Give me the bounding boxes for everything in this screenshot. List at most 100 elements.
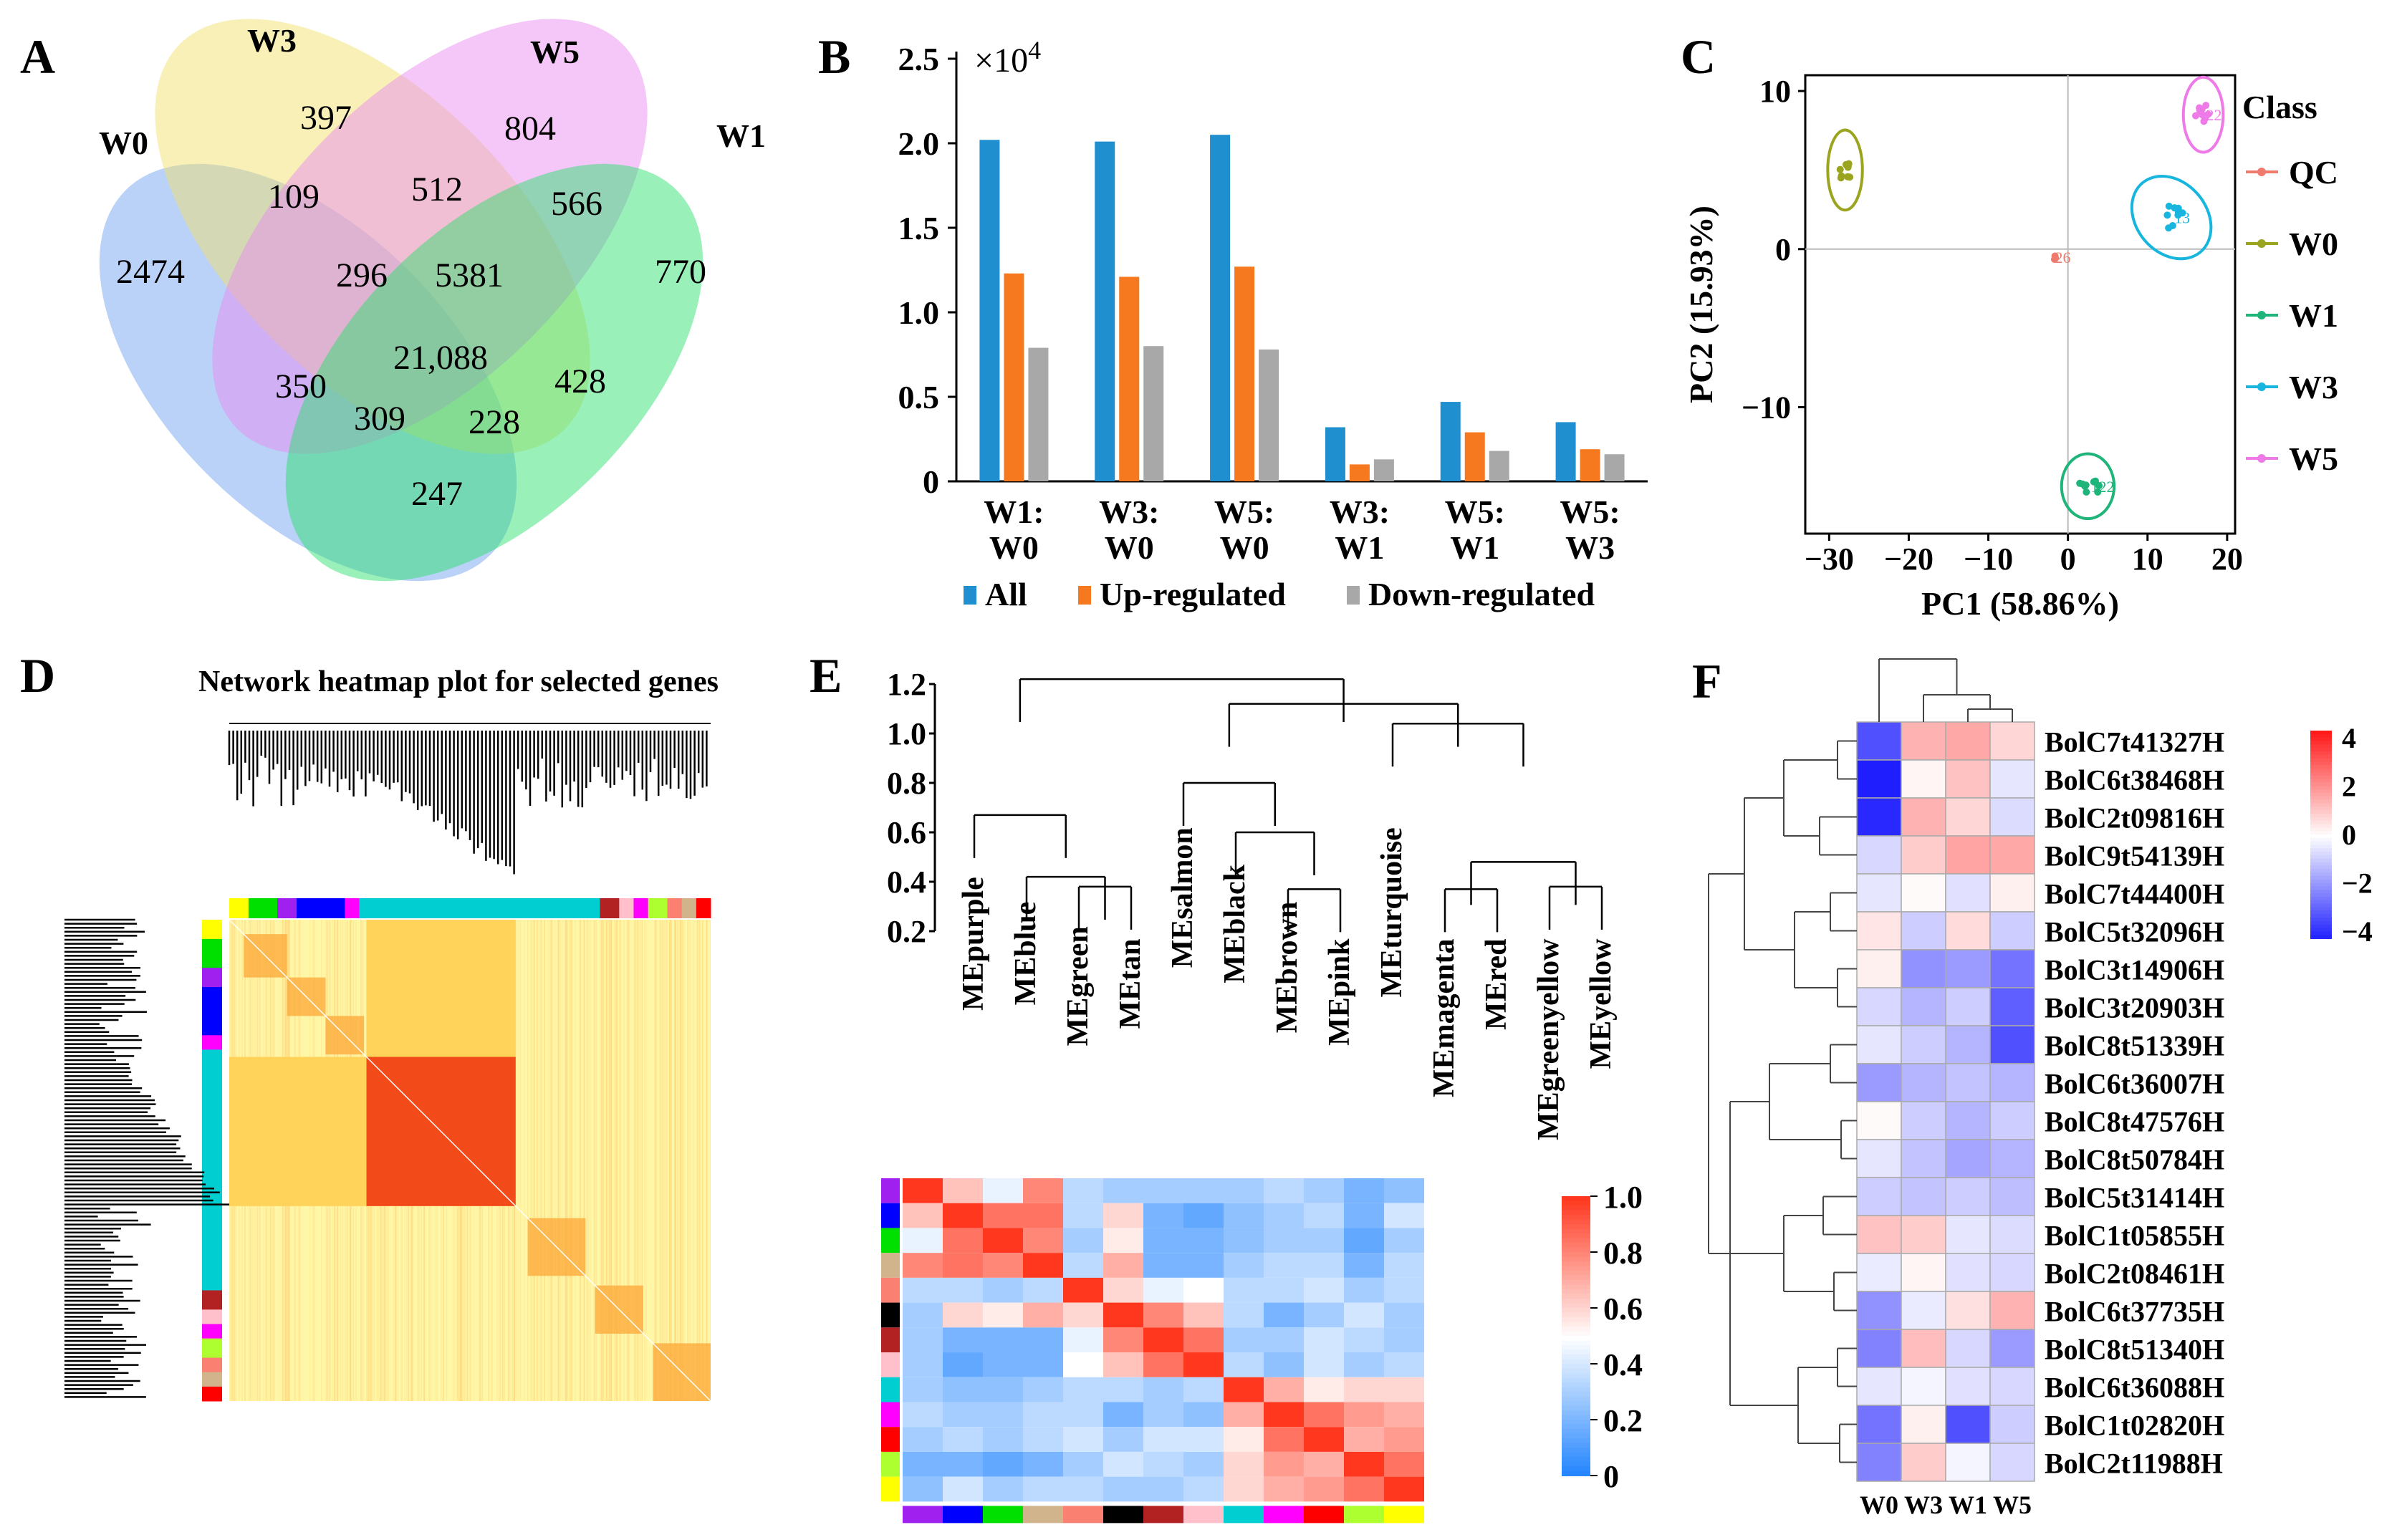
correlation-cell xyxy=(983,1253,1023,1278)
colorbar-segment xyxy=(1562,1224,1590,1230)
colorbar-segment xyxy=(2310,848,2332,853)
module-color-bar xyxy=(202,1049,222,1291)
x-tick-label: −20 xyxy=(1884,542,1934,577)
venn-region-count: 109 xyxy=(268,178,320,216)
y-tick-label: 2.0 xyxy=(898,125,940,162)
colorbar-segment xyxy=(1562,1238,1590,1243)
module-label: MEsalmon xyxy=(1166,827,1199,968)
heatmap-stripe xyxy=(699,920,701,1401)
colorbar-segment xyxy=(2310,810,2332,814)
gene-label: BolC2t09816H xyxy=(2045,802,2224,834)
correlation-cell xyxy=(1103,1427,1143,1452)
colorbar-segment xyxy=(1562,1266,1590,1271)
expression-cell xyxy=(1989,759,2035,799)
module-column-color xyxy=(1063,1506,1103,1524)
expression-cell xyxy=(1856,873,1902,913)
colorbar-segment xyxy=(2310,789,2332,794)
gene-label: BolC5t32096H xyxy=(2045,916,2224,948)
heatmap-stripe xyxy=(558,920,559,1401)
correlation-cell xyxy=(983,1277,1023,1303)
correlation-cell xyxy=(1264,1352,1304,1377)
correlation-cell xyxy=(1063,1427,1103,1452)
heatmap-stripe xyxy=(659,920,661,1401)
correlation-cell xyxy=(1304,1302,1344,1328)
correlation-cell xyxy=(1264,1228,1304,1253)
legend-label: W0 xyxy=(2289,226,2338,262)
module-column-color xyxy=(1103,1506,1143,1524)
axis-multiplier-exponent: 4 xyxy=(1028,36,1041,64)
heatmap-stripe xyxy=(533,920,534,1401)
heatmap-stripe xyxy=(587,920,590,1401)
heatmap-stripe xyxy=(600,920,602,1401)
venn-set-label: W0 xyxy=(99,125,148,161)
correlation-cell xyxy=(1264,1427,1304,1452)
correlation-cell xyxy=(1384,1327,1424,1353)
legend-label: QC xyxy=(2289,154,2338,191)
colorbar-segment xyxy=(2310,920,2332,925)
colorbar-segment xyxy=(2310,882,2332,887)
heatmap-stripe xyxy=(601,920,602,1401)
heatmap-stripe xyxy=(638,920,639,1401)
module-color-bar xyxy=(667,898,683,918)
expression-cell xyxy=(1856,987,1902,1026)
network-heatmap: Network heatmap plot for selected genes xyxy=(64,665,719,1402)
heatmap-stripe xyxy=(602,920,603,1401)
colorbar-segment xyxy=(1562,1359,1590,1365)
correlation-cell xyxy=(1103,1327,1143,1353)
colorbar-segment xyxy=(2310,782,2332,787)
correlation-cell xyxy=(1384,1253,1424,1278)
colorbar-segment xyxy=(1562,1196,1590,1202)
correlation-cell xyxy=(943,1352,983,1377)
heatmap-stripe xyxy=(655,920,656,1401)
colorbar-tick-label: −2 xyxy=(2342,867,2373,900)
module-row-color xyxy=(881,1203,900,1228)
module-color-bar xyxy=(619,898,634,918)
gene-label: BolC1t05855H xyxy=(2045,1220,2224,1252)
correlation-cell xyxy=(1183,1427,1224,1452)
correlation-cell xyxy=(943,1178,983,1203)
venn-region-count: 350 xyxy=(275,367,327,405)
correlation-cell xyxy=(943,1377,983,1402)
heatmap-stripe xyxy=(633,920,635,1401)
colorbar-segment xyxy=(2310,869,2332,874)
heatmap-stripe xyxy=(610,920,612,1401)
correlation-cell xyxy=(1023,1402,1063,1428)
colorbar-segment xyxy=(1562,1228,1590,1234)
module-color-bar xyxy=(202,1372,222,1387)
dendrogram-y-tick-label: 0.6 xyxy=(887,815,926,850)
heatmap-stripe xyxy=(628,920,630,1401)
module-color-bar xyxy=(633,898,649,918)
expression-cell xyxy=(1989,1367,2035,1406)
colorbar-segment xyxy=(1562,1392,1590,1397)
colorbar-segment xyxy=(1562,1364,1590,1370)
module-column-color xyxy=(1224,1506,1264,1524)
correlation-cell xyxy=(1103,1277,1143,1303)
heatmap-stripe xyxy=(628,920,629,1401)
heatmap-stripe xyxy=(682,920,683,1401)
legend-swatch xyxy=(964,586,976,605)
correlation-cell xyxy=(1183,1377,1224,1402)
colorbar-segment xyxy=(2310,741,2332,746)
module-row-color xyxy=(881,1253,900,1278)
x-tick-label: −30 xyxy=(1805,542,1854,577)
confidence-ellipse-W3 xyxy=(2130,174,2213,261)
heatmap-stripe xyxy=(614,920,616,1401)
colorbar-segment xyxy=(1562,1429,1590,1435)
sample-label: W5 xyxy=(1993,1491,2032,1519)
heatmap-stripe xyxy=(606,920,607,1401)
correlation-cell xyxy=(1304,1277,1344,1303)
colorbar-segment xyxy=(1562,1271,1590,1276)
heatmap-stripe xyxy=(544,920,545,1401)
heatmap-stripe xyxy=(637,920,638,1401)
correlation-cell xyxy=(1183,1277,1224,1303)
expression-cell xyxy=(1989,987,2035,1026)
colorbar-segment xyxy=(2310,831,2332,835)
correlation-cell xyxy=(1183,1476,1224,1502)
correlation-cell xyxy=(1264,1203,1304,1228)
heatmap-stripe xyxy=(579,920,581,1401)
heatmap-stripe xyxy=(663,920,666,1401)
correlation-cell xyxy=(1063,1476,1103,1502)
correlation-cell xyxy=(983,1352,1023,1377)
dendrogram-y-tick-label: 0.4 xyxy=(887,865,926,900)
colorbar-segment xyxy=(1562,1433,1590,1439)
